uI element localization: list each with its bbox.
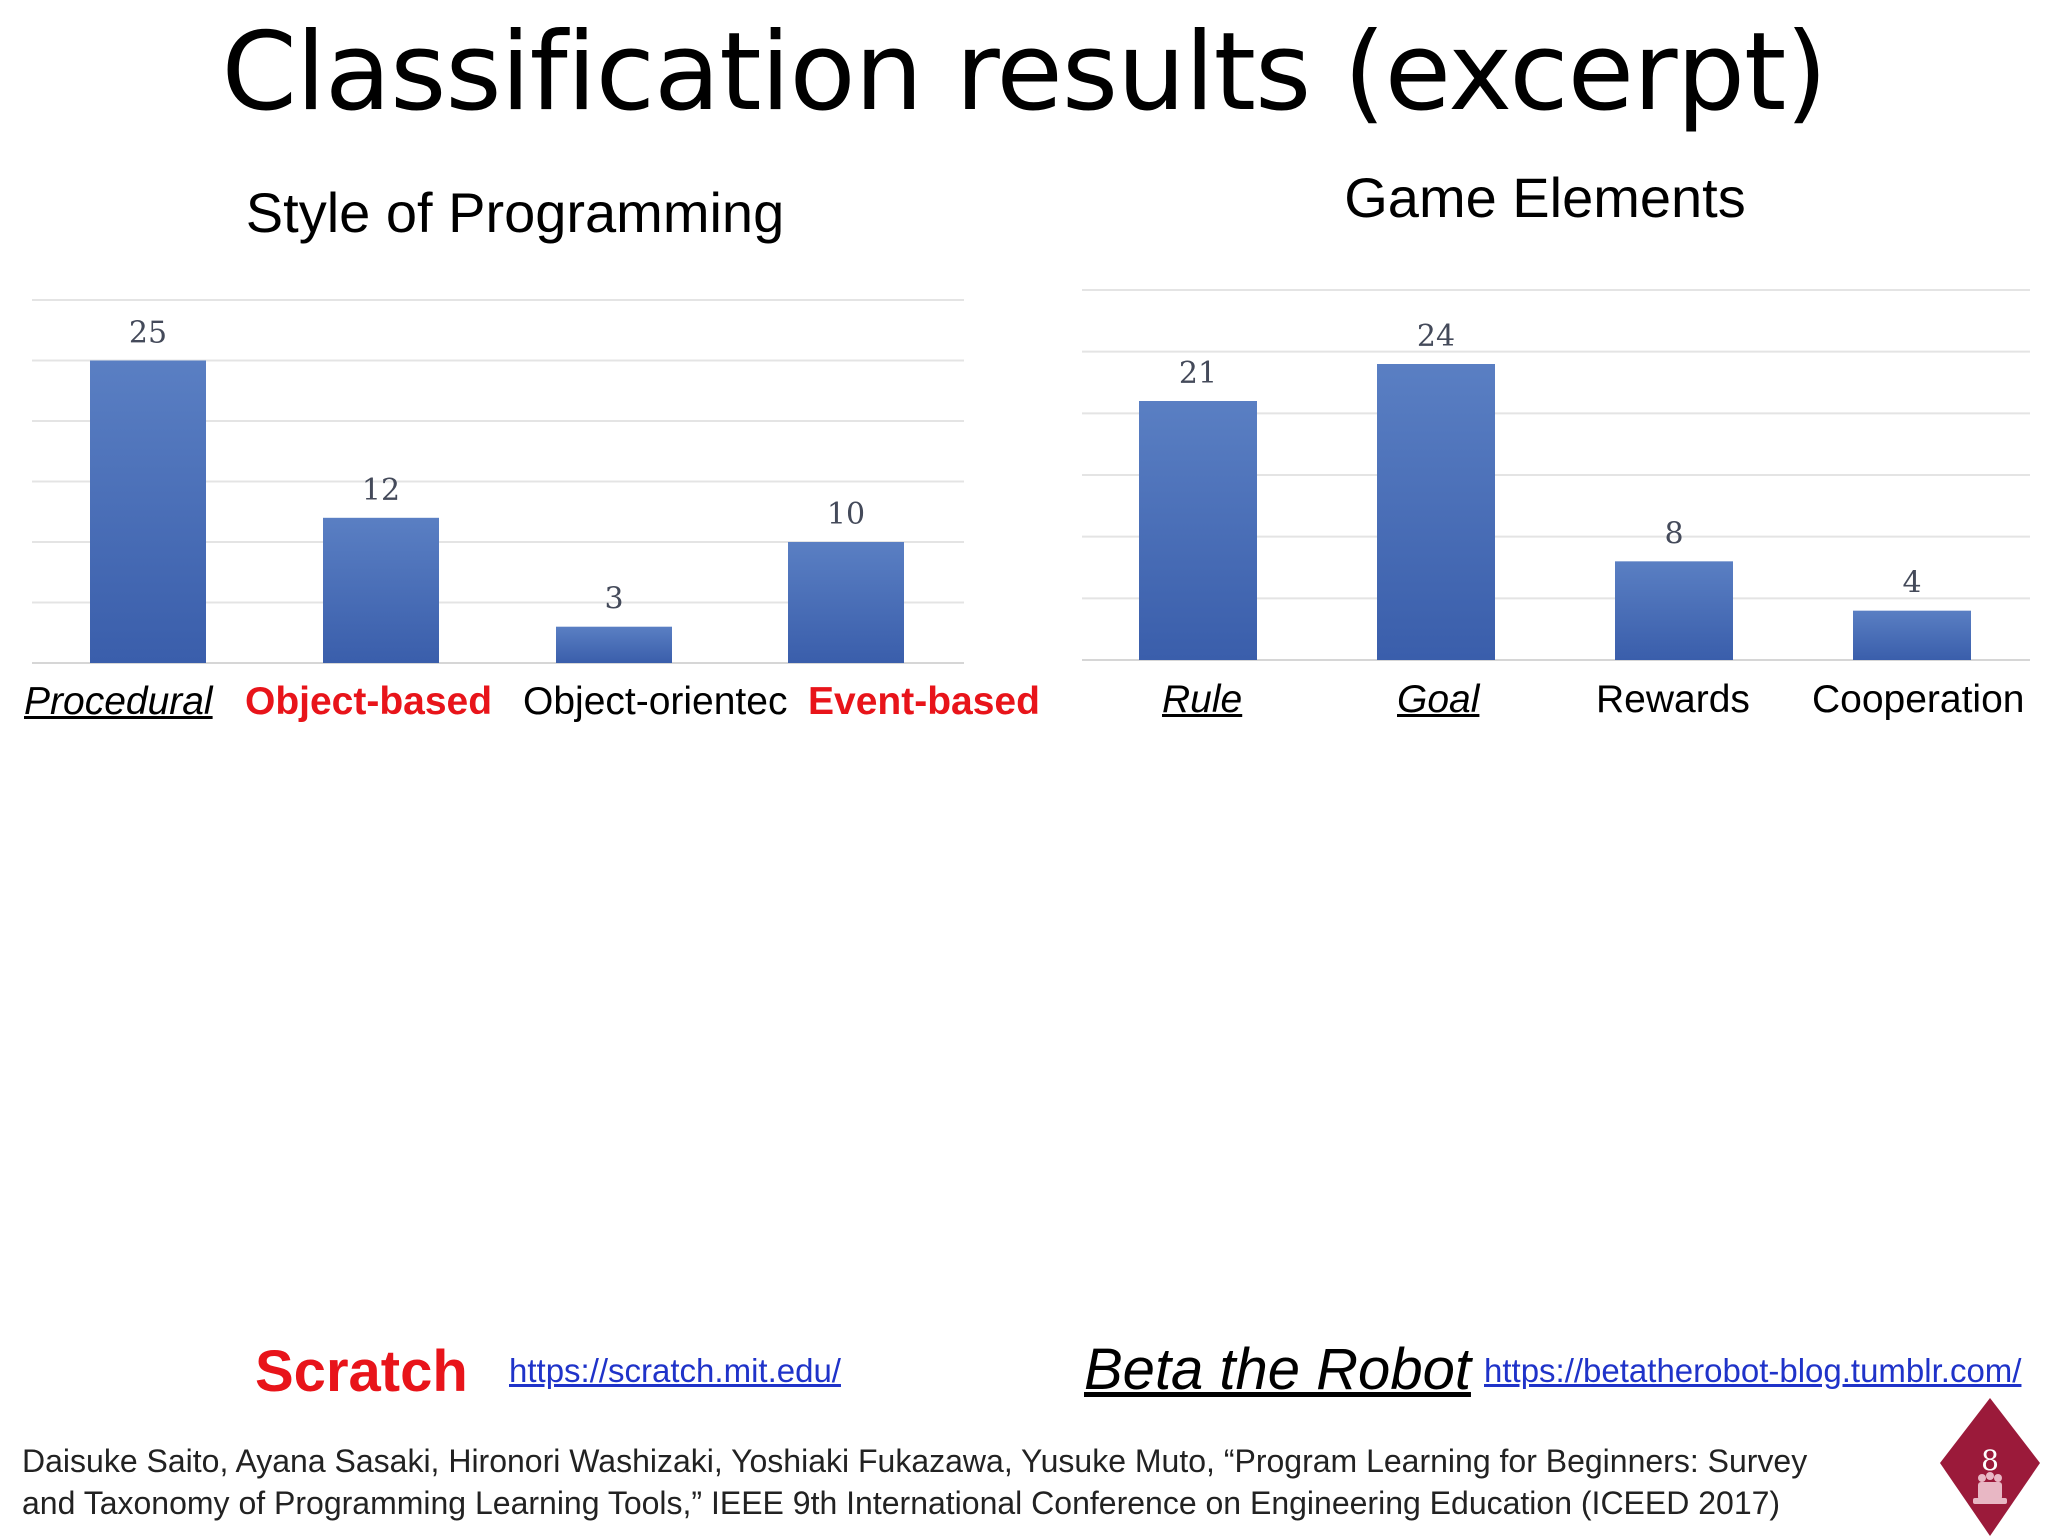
data-label: 12 xyxy=(362,473,400,508)
bar-rule xyxy=(1139,401,1257,660)
data-label: 8 xyxy=(1664,516,1683,551)
bar-object-based xyxy=(323,517,439,663)
bar-event-based xyxy=(788,542,904,663)
bar-rewards xyxy=(1615,561,1733,660)
data-label: 25 xyxy=(129,316,167,351)
chart-game-elements: 21 24 8 4 xyxy=(1082,289,2030,661)
university-crest-icon xyxy=(1973,1472,2007,1504)
scratch-link[interactable]: https://scratch.mit.edu/ xyxy=(509,1352,841,1389)
page-number: 8 xyxy=(1981,1444,1999,1477)
citation-line-2: and Taxonomy of Programming Learning Too… xyxy=(22,1485,1781,1521)
slide-title: Classification results (excerpt) xyxy=(221,10,1827,135)
data-label: 21 xyxy=(1179,356,1217,391)
data-label: 10 xyxy=(827,497,865,532)
data-label: 4 xyxy=(1902,566,1921,601)
category-label-rewards: Rewards xyxy=(1596,678,1750,721)
category-label-procedural: Procedural xyxy=(24,680,213,723)
bar-procedural xyxy=(90,360,206,663)
beta-the-robot-label: Beta the Robot xyxy=(1084,1337,1471,1402)
bar-object-orientec xyxy=(556,626,672,663)
category-label-rule: Rule xyxy=(1162,678,1243,721)
bar-cooperation xyxy=(1853,610,1971,660)
data-label: 3 xyxy=(604,582,623,617)
scratch-label: Scratch xyxy=(255,1339,468,1404)
citation: Daisuke Saito, Ayana Sasaki, Hironori Wa… xyxy=(22,1440,1942,1524)
category-label-cooperation: Cooperation xyxy=(1812,678,2025,721)
beta-the-robot-link[interactable]: https://betatherobot-blog.tumblr.com/ xyxy=(1484,1352,2022,1389)
bar-goal xyxy=(1377,364,1495,660)
category-label-goal: Goal xyxy=(1397,678,1480,721)
category-label-event-based: Event-based xyxy=(808,680,1040,723)
page-badge xyxy=(1940,1398,2040,1536)
citation-line-1: Daisuke Saito, Ayana Sasaki, Hironori Wa… xyxy=(22,1443,1808,1479)
category-label-object-orientec: Object-orientec xyxy=(523,680,788,723)
chart-title-game-elements: Game Elements xyxy=(1344,166,1746,229)
chart-style-of-programming: 25 12 3 10 xyxy=(32,299,964,664)
category-label-object-based: Object-based xyxy=(245,680,493,723)
chart-title-style-of-programming: Style of Programming xyxy=(245,181,785,244)
data-label: 24 xyxy=(1417,319,1455,354)
